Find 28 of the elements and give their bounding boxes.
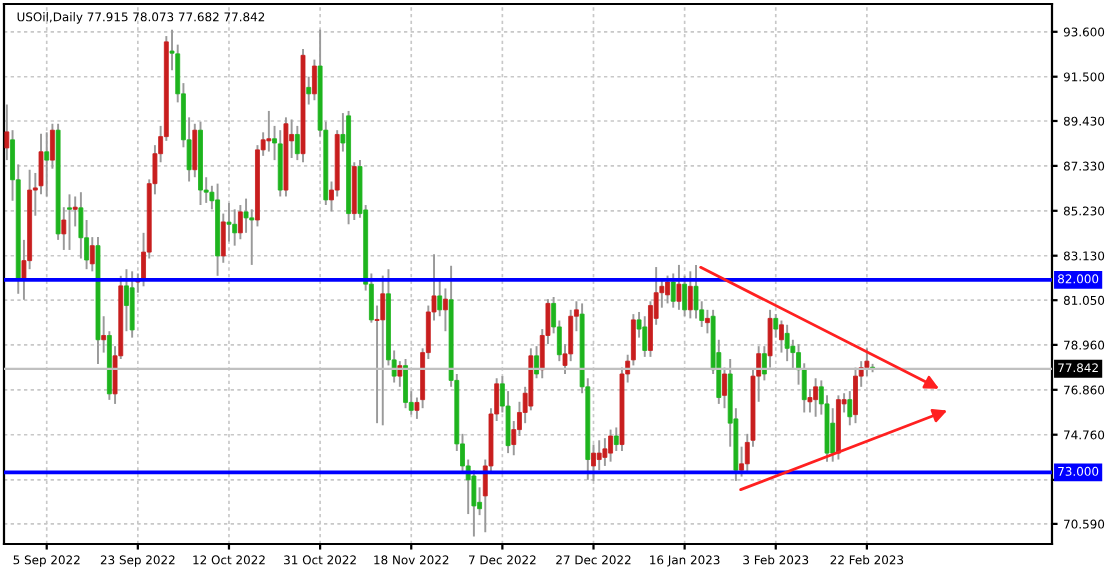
candlestick [277,129,283,198]
candlestick [226,201,232,243]
candlestick [44,131,50,198]
candlestick [294,124,300,162]
candlestick [853,366,858,425]
candlestick [670,272,676,309]
candlestick [596,439,602,472]
candlestick [237,204,243,241]
candlestick [813,377,819,418]
candlestick [602,437,608,467]
candlestick [232,208,238,247]
candlestick [676,263,682,311]
candlestick [192,122,198,179]
candlestick [403,358,408,410]
candlestick [312,58,317,102]
candlestick [779,319,784,354]
candlestick [693,263,699,320]
candlestick [705,308,710,335]
candlestick [608,428,613,463]
candlestick [687,270,693,320]
candlestick [129,270,135,339]
candlestick [67,193,72,251]
candlestick [72,195,78,228]
candlestick [665,274,670,305]
candlestick [266,109,272,153]
candlestick [722,366,727,410]
candlestick [784,323,790,363]
candlestick [380,274,386,427]
